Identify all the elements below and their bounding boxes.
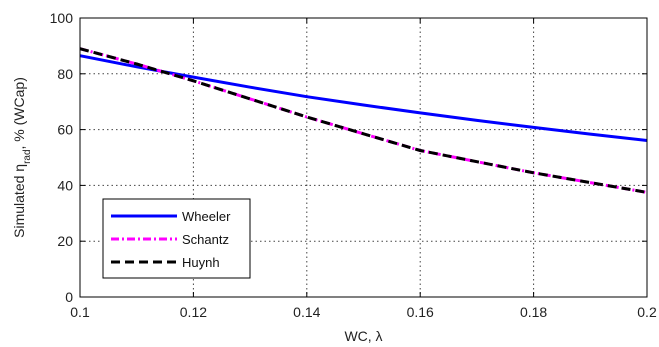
- legend-label-wheeler: Wheeler: [182, 209, 231, 224]
- y-tick-label: 80: [57, 66, 73, 82]
- x-tick-label: 0.2: [637, 304, 657, 320]
- y-tick-label: 100: [50, 10, 74, 26]
- series-layer: [79, 47, 648, 194]
- series-line-schantz: [79, 47, 648, 194]
- x-tick-label: 0.12: [180, 304, 207, 320]
- y-axis-label: Simulated ηrad, % (WCap): [11, 77, 33, 238]
- x-axis-label: WC, λ: [344, 328, 382, 344]
- legend-label-schantz: Schantz: [182, 232, 229, 247]
- y-axis-label-prefix: Simulated η: [11, 164, 27, 238]
- y-tick-label: 20: [57, 233, 73, 249]
- plot-frame: [79, 17, 648, 298]
- y-tick-label: 60: [57, 122, 73, 138]
- y-tick-label: 0: [65, 289, 73, 305]
- y-tick-label: 40: [57, 177, 73, 193]
- y-axis-label-suffix: , % (WCap): [11, 77, 27, 149]
- x-tick-label: 0.18: [520, 304, 547, 320]
- series-line-wheeler: [79, 54, 648, 142]
- legend: Wheeler Schantz Huynh: [102, 198, 251, 279]
- axis-ticks: 0.1 0.12 0.14 0.16 0.18 0.2 0 20 40 60 80 100: [50, 10, 657, 320]
- series-line-huynh: [79, 47, 648, 194]
- x-tick-label: 0.16: [407, 304, 434, 320]
- y-axis-label-subscript: rad: [22, 149, 33, 163]
- legend-label-huynh: Huynh: [182, 255, 220, 270]
- x-tick-label: 0.1: [70, 304, 90, 320]
- x-tick-label: 0.14: [293, 304, 320, 320]
